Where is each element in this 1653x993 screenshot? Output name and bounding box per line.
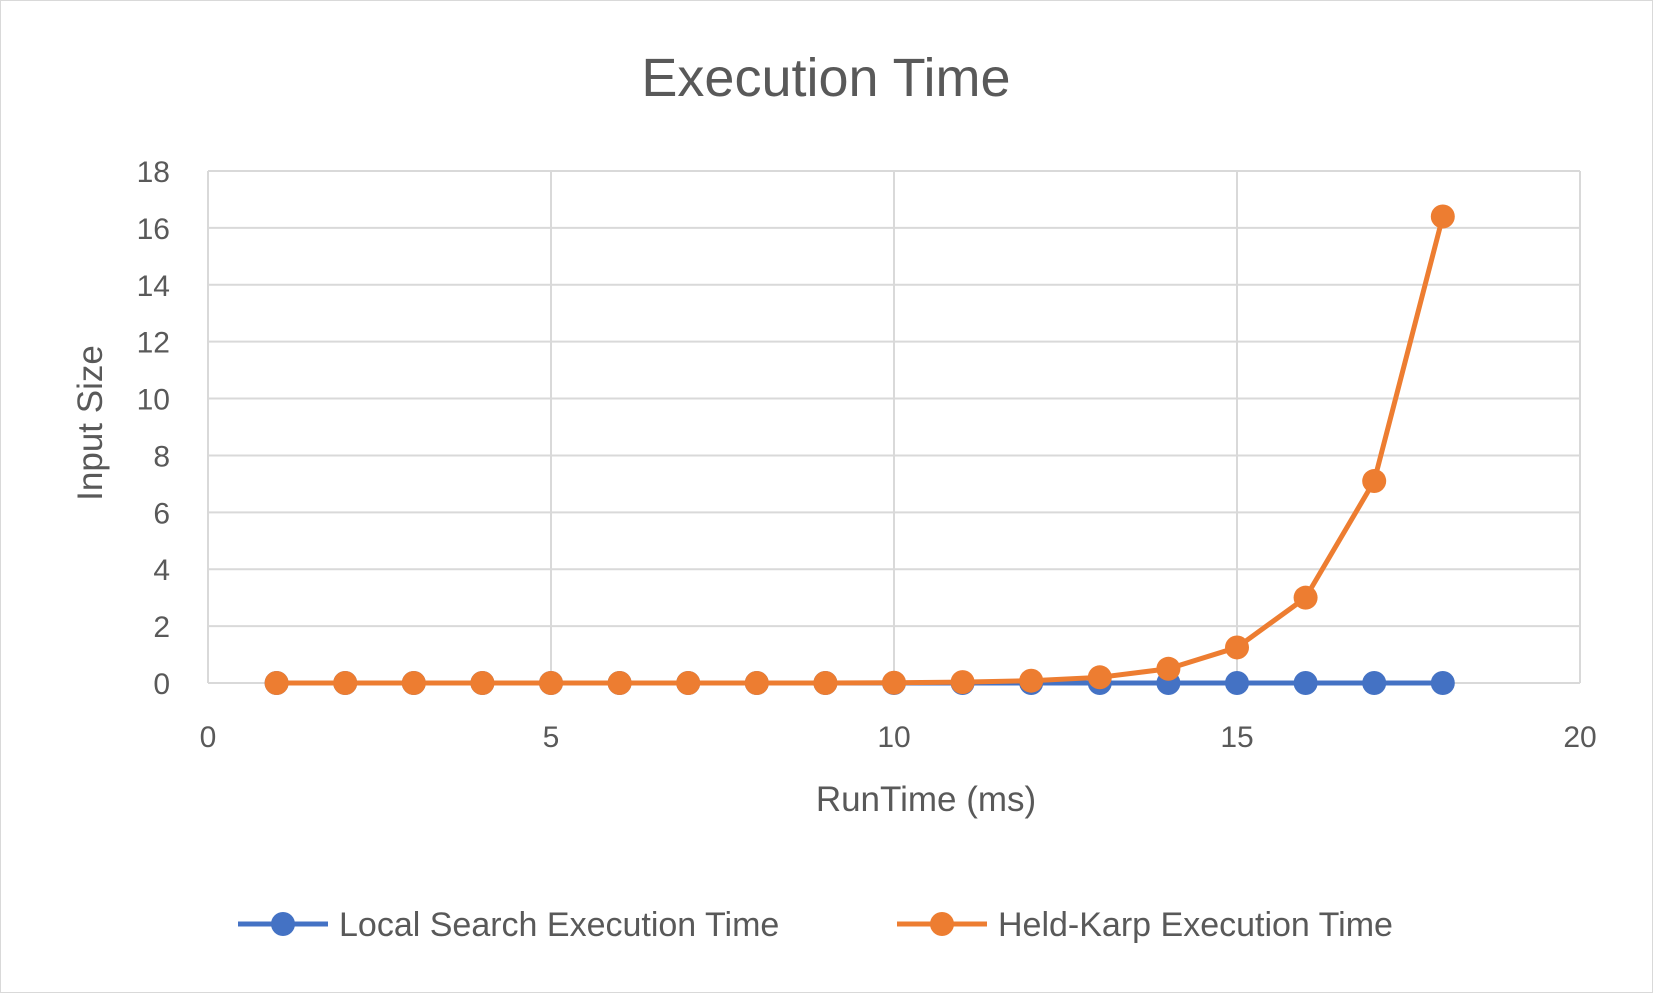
grid-lines <box>207 170 1581 684</box>
y-tick-label: 0 <box>153 668 170 701</box>
data-point-held-karp <box>813 671 838 695</box>
y-tick-label: 2 <box>153 611 170 644</box>
series-held-karp <box>264 204 1455 695</box>
y-tick-label: 6 <box>153 497 170 530</box>
legend-item-held-karp: Held-Karp Execution Time <box>897 906 1393 944</box>
plot-series <box>264 204 1455 695</box>
y-tick-label: 4 <box>153 554 170 587</box>
data-point-held-karp <box>1225 635 1249 660</box>
data-point-held-karp <box>470 671 495 695</box>
data-point-held-karp <box>1156 656 1181 681</box>
data-point-held-karp <box>401 671 426 695</box>
data-point-held-karp <box>607 671 632 695</box>
y-tick-label: 12 <box>137 327 170 360</box>
x-axis-label: RunTime (ms) <box>816 780 1036 819</box>
data-point-held-karp <box>1087 665 1112 690</box>
y-tick-label: 16 <box>137 213 170 246</box>
x-axis-ticks: 0 5 10 15 20 <box>200 721 1597 754</box>
x-tick-label: 10 <box>877 721 910 754</box>
data-point-local-search <box>1293 671 1318 695</box>
data-point-held-karp <box>264 671 289 695</box>
data-point-held-karp <box>950 670 975 695</box>
data-point-local-search <box>1362 671 1387 695</box>
data-point-held-karp <box>539 671 563 695</box>
legend-item-local-search: Local Search Execution Time <box>238 906 779 944</box>
x-tick-label: 15 <box>1220 721 1253 754</box>
y-tick-label: 18 <box>137 156 170 189</box>
y-axis-ticks: 0 2 4 6 8 10 12 14 16 18 <box>137 156 170 701</box>
legend: Local Search Execution Time Held-Karp Ex… <box>238 906 1393 944</box>
data-point-held-karp <box>882 670 906 695</box>
data-point-held-karp <box>1019 668 1044 693</box>
x-tick-label: 20 <box>1563 721 1596 754</box>
x-tick-label: 0 <box>200 721 217 754</box>
chart-title: Execution Time <box>641 48 1010 108</box>
series-line-held-karp <box>276 215 1446 686</box>
data-point-held-karp <box>1430 204 1455 229</box>
y-tick-label: 14 <box>137 270 170 303</box>
y-tick-label: 8 <box>153 440 170 473</box>
legend-label-local-search: Local Search Execution Time <box>339 906 779 944</box>
x-tick-label: 5 <box>543 721 560 754</box>
legend-label-held-karp: Held-Karp Execution Time <box>998 906 1393 944</box>
y-axis-label: Input Size <box>71 345 110 501</box>
data-point-local-search <box>1225 671 1249 695</box>
y-tick-label: 10 <box>137 384 170 417</box>
data-point-held-karp <box>1362 469 1387 494</box>
data-point-held-karp <box>1293 585 1318 610</box>
legend-marker-local-search <box>271 912 295 936</box>
data-point-local-search <box>1430 671 1455 695</box>
data-point-held-karp <box>333 671 358 695</box>
data-point-held-karp <box>676 671 701 695</box>
legend-marker-held-karp <box>930 912 954 936</box>
data-point-held-karp <box>744 671 769 695</box>
